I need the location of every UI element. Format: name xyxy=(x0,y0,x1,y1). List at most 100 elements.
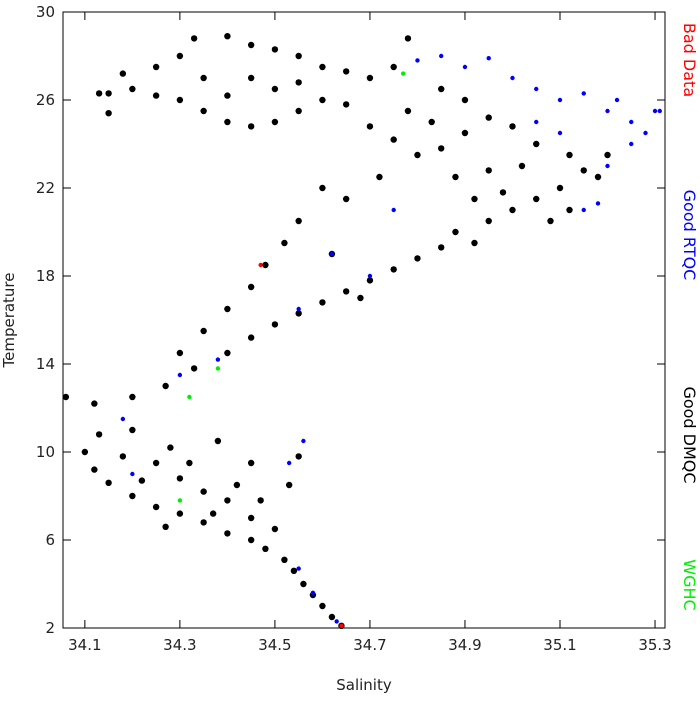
point xyxy=(581,91,586,96)
point xyxy=(404,35,412,42)
point xyxy=(319,184,326,192)
point xyxy=(176,510,184,517)
point xyxy=(657,108,662,114)
point xyxy=(295,107,302,115)
point xyxy=(281,556,288,563)
point xyxy=(485,217,492,225)
point xyxy=(334,619,339,624)
point xyxy=(233,481,241,489)
point xyxy=(177,372,183,378)
point xyxy=(328,613,336,621)
y-tick-label: 18 xyxy=(36,267,55,285)
point xyxy=(119,453,127,460)
point xyxy=(566,206,573,214)
point xyxy=(452,173,459,181)
point xyxy=(120,416,126,422)
y-tick-label: 10 xyxy=(36,443,55,461)
legend-entry: Bad Data xyxy=(680,23,699,97)
point xyxy=(215,357,221,362)
legend-entry: Good DMQC xyxy=(680,386,699,483)
point xyxy=(224,118,231,126)
point xyxy=(533,195,540,203)
point xyxy=(271,321,279,328)
point xyxy=(290,567,298,574)
point xyxy=(91,466,98,473)
point xyxy=(461,96,469,104)
point xyxy=(129,393,136,401)
point xyxy=(339,623,344,628)
point xyxy=(342,68,350,75)
point xyxy=(162,523,169,530)
point xyxy=(319,602,326,610)
point xyxy=(471,239,478,247)
legend-entry: Good RTQC xyxy=(680,190,699,281)
point xyxy=(367,273,373,279)
point xyxy=(452,228,459,236)
point xyxy=(247,74,255,82)
point xyxy=(224,530,231,537)
point xyxy=(281,239,288,247)
point xyxy=(130,471,135,477)
point xyxy=(247,41,255,49)
point xyxy=(247,536,255,544)
point xyxy=(214,437,222,445)
point xyxy=(95,90,103,97)
point xyxy=(439,53,444,59)
point xyxy=(509,123,516,130)
point xyxy=(604,151,611,159)
point xyxy=(556,184,564,192)
point xyxy=(342,195,350,203)
point xyxy=(595,201,601,206)
point xyxy=(190,35,198,42)
point xyxy=(129,492,136,500)
point xyxy=(176,52,184,60)
y-tick-label: 2 xyxy=(45,619,55,637)
point xyxy=(391,207,396,213)
point xyxy=(224,349,231,357)
point xyxy=(438,244,445,251)
point xyxy=(319,63,326,71)
point xyxy=(152,459,160,467)
point xyxy=(105,110,112,117)
point xyxy=(200,488,207,495)
point xyxy=(186,459,193,467)
point xyxy=(366,123,374,130)
point xyxy=(247,123,255,130)
point xyxy=(262,261,269,269)
y-axis-label: Temperature xyxy=(0,272,18,368)
point xyxy=(200,107,207,115)
point xyxy=(286,460,292,466)
point xyxy=(296,306,301,312)
point xyxy=(438,145,445,152)
point xyxy=(366,74,374,82)
point xyxy=(152,63,160,71)
point xyxy=(81,448,89,456)
point xyxy=(566,151,573,159)
point xyxy=(485,167,492,174)
point xyxy=(215,366,221,371)
point xyxy=(271,525,279,533)
point xyxy=(200,519,207,526)
point xyxy=(605,163,610,169)
point xyxy=(534,86,539,92)
point xyxy=(177,498,183,503)
point xyxy=(271,46,279,53)
point xyxy=(187,394,192,400)
point xyxy=(271,118,279,126)
point xyxy=(258,262,263,268)
point xyxy=(486,56,491,61)
point xyxy=(404,107,412,115)
legend-entry: WGHC xyxy=(680,559,699,610)
point xyxy=(224,92,231,99)
point xyxy=(329,251,335,257)
point xyxy=(176,96,184,104)
point xyxy=(257,497,264,504)
y-tick-label: 26 xyxy=(36,91,55,109)
point xyxy=(295,310,302,317)
point xyxy=(462,64,468,70)
point xyxy=(471,195,478,203)
point xyxy=(247,334,255,341)
x-tick-label: 34.9 xyxy=(448,636,481,654)
point xyxy=(296,566,301,571)
